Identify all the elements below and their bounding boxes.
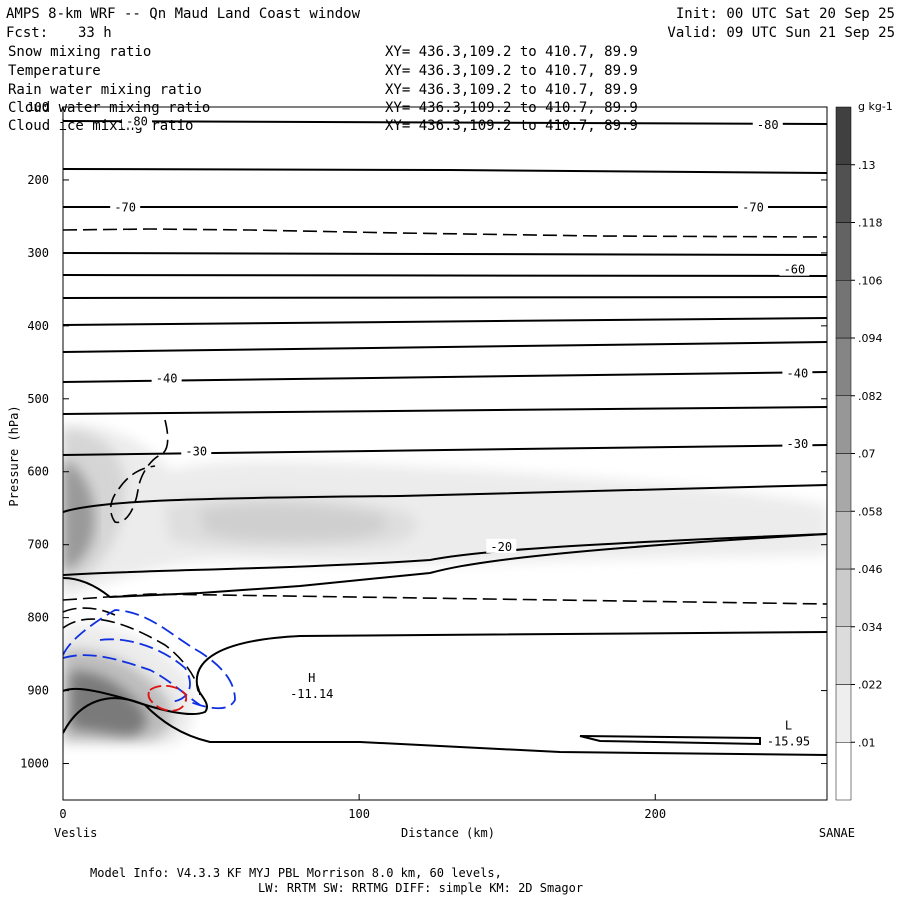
colorbar-unit: g kg-1 bbox=[858, 100, 893, 113]
colorbar-swatch bbox=[835, 684, 852, 743]
temperature-label-bg bbox=[752, 117, 783, 132]
y-tick-label: 500 bbox=[27, 392, 49, 406]
temperature-labels: -80 -80 -70 -70 -60 -40 -40 -30 -30 -20 bbox=[110, 113, 813, 554]
field-name: Rain water mixing ratio bbox=[8, 82, 202, 98]
colorbar-label: .01 bbox=[858, 736, 876, 749]
temperature-label-bg bbox=[110, 199, 141, 214]
y-tick-label: 900 bbox=[27, 684, 49, 698]
colorbar-swatch bbox=[835, 742, 852, 801]
y-tick-label: 700 bbox=[27, 538, 49, 552]
temperature-label: -80 bbox=[757, 118, 779, 132]
x-tick-label: 200 bbox=[644, 807, 666, 821]
temperature-label-bg bbox=[151, 370, 182, 385]
forecast-hours: 33 h bbox=[78, 25, 112, 41]
right-endpoint-label: SANAE bbox=[819, 826, 855, 840]
temperature-label-bg bbox=[122, 113, 153, 128]
colorbar-label: .058 bbox=[858, 505, 883, 518]
colorbar-label: .07 bbox=[858, 448, 876, 461]
colorbar-swatch bbox=[835, 626, 852, 685]
plot-frame bbox=[62, 106, 828, 801]
valid-time: Valid: 09 UTC Sun 21 Sep 25 bbox=[667, 25, 895, 41]
field-name: Temperature bbox=[8, 63, 101, 79]
temperature-label: -40 bbox=[787, 366, 809, 380]
x-tick-label: 100 bbox=[348, 807, 370, 821]
temperature-label-bg bbox=[486, 538, 517, 553]
field-legend: Snow mixing ratio XY= 436.3,109.2 to 410… bbox=[8, 44, 638, 134]
colorbar-label: .082 bbox=[858, 390, 883, 403]
init-time: Init: 00 UTC Sat 20 Sep 25 bbox=[676, 6, 895, 22]
colorbar-label: .022 bbox=[858, 679, 883, 692]
extrema-markers: H -11.14 L -15.95 bbox=[290, 671, 810, 748]
y-axis: 100 200 300 400 500 600 700 800 900 1000 bbox=[20, 100, 827, 771]
y-tick-label: 100 bbox=[27, 100, 49, 114]
colorbar-swatch bbox=[835, 280, 852, 339]
colorbar-swatch bbox=[835, 164, 852, 223]
temperature-label-bg bbox=[782, 436, 813, 451]
field-xy: XY= 436.3,109.2 to 410.7, 89.9 bbox=[385, 63, 638, 79]
extremum-kind: L bbox=[785, 718, 792, 732]
y-tick-label: 300 bbox=[27, 246, 49, 260]
snow-shading bbox=[63, 424, 827, 745]
temperature-label-bg bbox=[181, 443, 212, 458]
extremum-value: -11.14 bbox=[290, 687, 333, 701]
left-endpoint-label: Veslis bbox=[54, 826, 97, 840]
colorbar-swatch bbox=[835, 222, 852, 281]
colorbar-swatch bbox=[835, 106, 852, 165]
colorbar-label: .118 bbox=[858, 217, 883, 230]
field-xy: XY= 436.3,109.2 to 410.7, 89.9 bbox=[385, 100, 638, 116]
colorbar-swatch bbox=[835, 568, 852, 627]
x-axis: 0 100 200 bbox=[59, 794, 666, 821]
colorbar-swatch bbox=[835, 395, 852, 454]
extremum-kind: H bbox=[308, 671, 315, 685]
cloud-ice-contours bbox=[63, 228, 827, 696]
colorbar-label: .13 bbox=[858, 159, 876, 172]
y-axis-title: Pressure (hPa) bbox=[7, 405, 21, 506]
y-tick-label: 1000 bbox=[20, 757, 49, 771]
plot-area bbox=[63, 120, 827, 756]
model-info-line2: LW: RRTM SW: RRTMG DIFF: simple KM: 2D S… bbox=[258, 881, 583, 895]
field-name: Snow mixing ratio bbox=[8, 44, 151, 60]
temperature-label: -40 bbox=[156, 371, 178, 385]
colorbar-label: .106 bbox=[858, 274, 883, 287]
temperature-label-bg bbox=[779, 261, 810, 276]
colorbar-label: .034 bbox=[858, 621, 883, 634]
temperature-label: -20 bbox=[490, 540, 512, 554]
colorbar: .01 .022 .034 .046 .058 .07 .082 .094 .106 .118 .1… bbox=[835, 106, 883, 801]
rain-water-contours bbox=[147, 684, 187, 712]
colorbar-label: .046 bbox=[858, 563, 883, 576]
temperature-label: -30 bbox=[185, 444, 207, 458]
extremum-value: -15.95 bbox=[767, 734, 810, 748]
y-tick-label: 400 bbox=[27, 319, 49, 333]
temperature-label: -70 bbox=[742, 201, 764, 215]
temperature-label: -80 bbox=[126, 115, 148, 129]
model-info-line1: Model Info: V4.3.3 KF MYJ PBL Morrison 8… bbox=[90, 866, 502, 880]
field-xy: XY= 436.3,109.2 to 410.7, 89.9 bbox=[385, 82, 638, 98]
x-tick-label: 0 bbox=[59, 807, 66, 821]
colorbar-swatch bbox=[835, 453, 852, 512]
field-xy: XY= 436.3,109.2 to 410.7, 89.9 bbox=[385, 44, 638, 60]
x-axis-title: Distance (km) bbox=[401, 826, 495, 840]
temperature-isotherms bbox=[63, 120, 827, 756]
colorbar-swatch bbox=[835, 511, 852, 570]
y-tick-label: 800 bbox=[27, 611, 49, 625]
y-tick-label: 600 bbox=[27, 465, 49, 479]
field-xy: XY= 436.3,109.2 to 410.7, 89.9 bbox=[385, 118, 638, 134]
colorbar-swatch bbox=[835, 337, 852, 396]
colorbar-label: .094 bbox=[858, 332, 883, 345]
y-tick-label: 200 bbox=[27, 173, 49, 187]
temperature-label: -30 bbox=[787, 437, 809, 451]
temperature-label: -70 bbox=[114, 201, 136, 215]
forecast-label: Fcst: bbox=[6, 25, 48, 41]
temperature-label-bg bbox=[737, 199, 768, 214]
field-name: Cloud water mixing ratio bbox=[8, 100, 210, 116]
temperature-label-bg bbox=[782, 365, 813, 380]
temperature-label: -60 bbox=[784, 263, 806, 277]
chart-title: AMPS 8-km WRF -- Qn Maud Land Coast wind… bbox=[6, 6, 361, 22]
